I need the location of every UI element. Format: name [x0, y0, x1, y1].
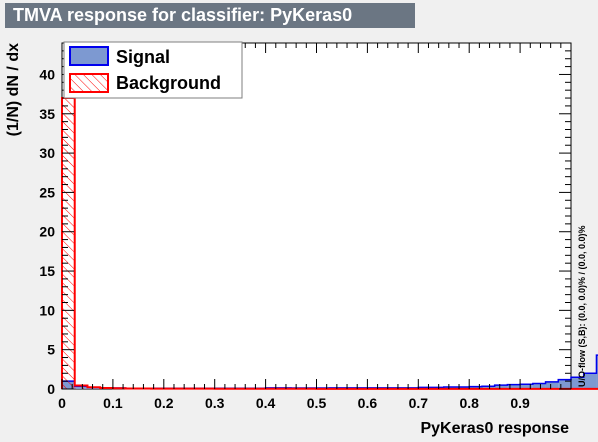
y-tick-label: 10	[39, 302, 55, 318]
background-bin	[74, 385, 88, 389]
background-series	[61, 97, 598, 390]
signal-bin	[507, 384, 521, 389]
signal-bin	[520, 384, 533, 389]
x-tick-label: 0.4	[256, 395, 276, 411]
signal-bin	[469, 386, 482, 389]
y-tick-label: 15	[39, 263, 55, 279]
x-tick-label: 0.8	[459, 395, 479, 411]
legend-signal-swatch	[69, 46, 109, 66]
y-tick-label: 5	[47, 342, 55, 358]
x-tick-labels: 0 0.1 0.2 0.3 0.4 0.5 0.6 0.7 0.8 0.9	[58, 395, 530, 411]
x-tick-label: 0.1	[103, 395, 123, 411]
signal-bin	[481, 386, 495, 389]
signal-bin	[545, 381, 559, 389]
y-tick-label: 20	[39, 224, 55, 240]
x-tick-label: 0.7	[409, 395, 429, 411]
overflow-label: U/O-flow (S,B): (0.0, 0.0)% / (0.0, 0.0)…	[577, 225, 587, 387]
x-tick-label: 0.9	[510, 395, 530, 411]
chart-title: TMVA response for classifier: PyKeras0	[5, 3, 415, 28]
x-tick-label: 0	[58, 395, 66, 411]
signal-bin	[558, 379, 571, 389]
signal-bin	[494, 385, 508, 389]
legend: Signal Background	[63, 41, 243, 99]
plot-area	[61, 42, 572, 390]
y-tick-label: 40	[39, 66, 55, 82]
x-tick-label: 0.2	[154, 395, 174, 411]
signal-bin	[571, 377, 584, 389]
signal-bin	[532, 383, 546, 389]
y-tick-labels: 0 5 10 15 20 25 30 35 40	[39, 66, 55, 397]
legend-background-label: Background	[116, 73, 221, 93]
y-tick-label: 30	[39, 145, 55, 161]
signal-bin	[583, 373, 597, 389]
x-tick-label: 0.3	[205, 395, 225, 411]
legend-signal-label: Signal	[116, 47, 170, 67]
background-bin	[62, 98, 75, 389]
x-axis-title: PyKeras0 response	[420, 420, 569, 437]
y-tick-label: 35	[39, 106, 55, 122]
y-tick-label: 0	[47, 381, 55, 397]
x-tick-label: 0.6	[358, 395, 378, 411]
x-tick-label: 0.5	[307, 395, 327, 411]
legend-background-swatch	[69, 73, 109, 93]
background-outline	[61, 97, 598, 390]
y-axis-title: (1/N) dN / dx	[5, 43, 22, 136]
y-tick-label: 25	[39, 184, 55, 200]
signal-bin	[596, 355, 598, 389]
